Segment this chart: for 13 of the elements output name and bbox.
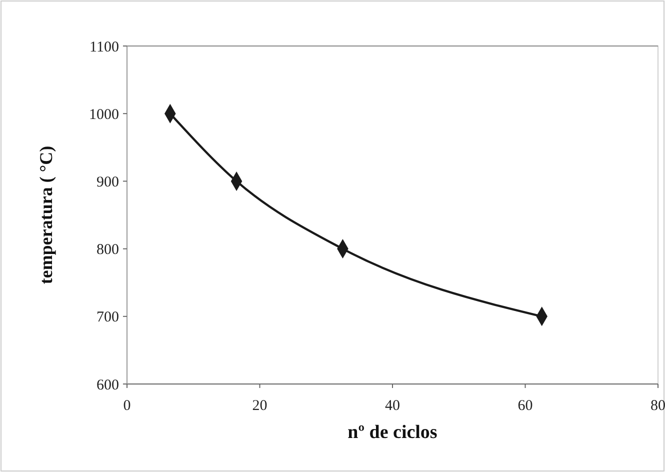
x-tick-label: 20 xyxy=(252,398,268,414)
x-tick-label: 40 xyxy=(385,398,400,414)
x-tick-label: 60 xyxy=(518,398,533,414)
y-tick-label: 700 xyxy=(96,310,119,326)
y-tick-label: 1100 xyxy=(90,39,119,56)
y-tick-label: 1000 xyxy=(89,106,119,123)
y-axis-title: temperatura ( °C) xyxy=(36,146,56,284)
x-axis-title: nº de ciclos xyxy=(348,422,438,443)
y-tick-label: 800 xyxy=(96,242,119,258)
y-tick-label: 900 xyxy=(96,174,119,190)
y-tick-label: 600 xyxy=(96,377,119,394)
x-tick-label: 80 xyxy=(650,398,665,414)
x-tick-label: 0 xyxy=(123,398,131,414)
